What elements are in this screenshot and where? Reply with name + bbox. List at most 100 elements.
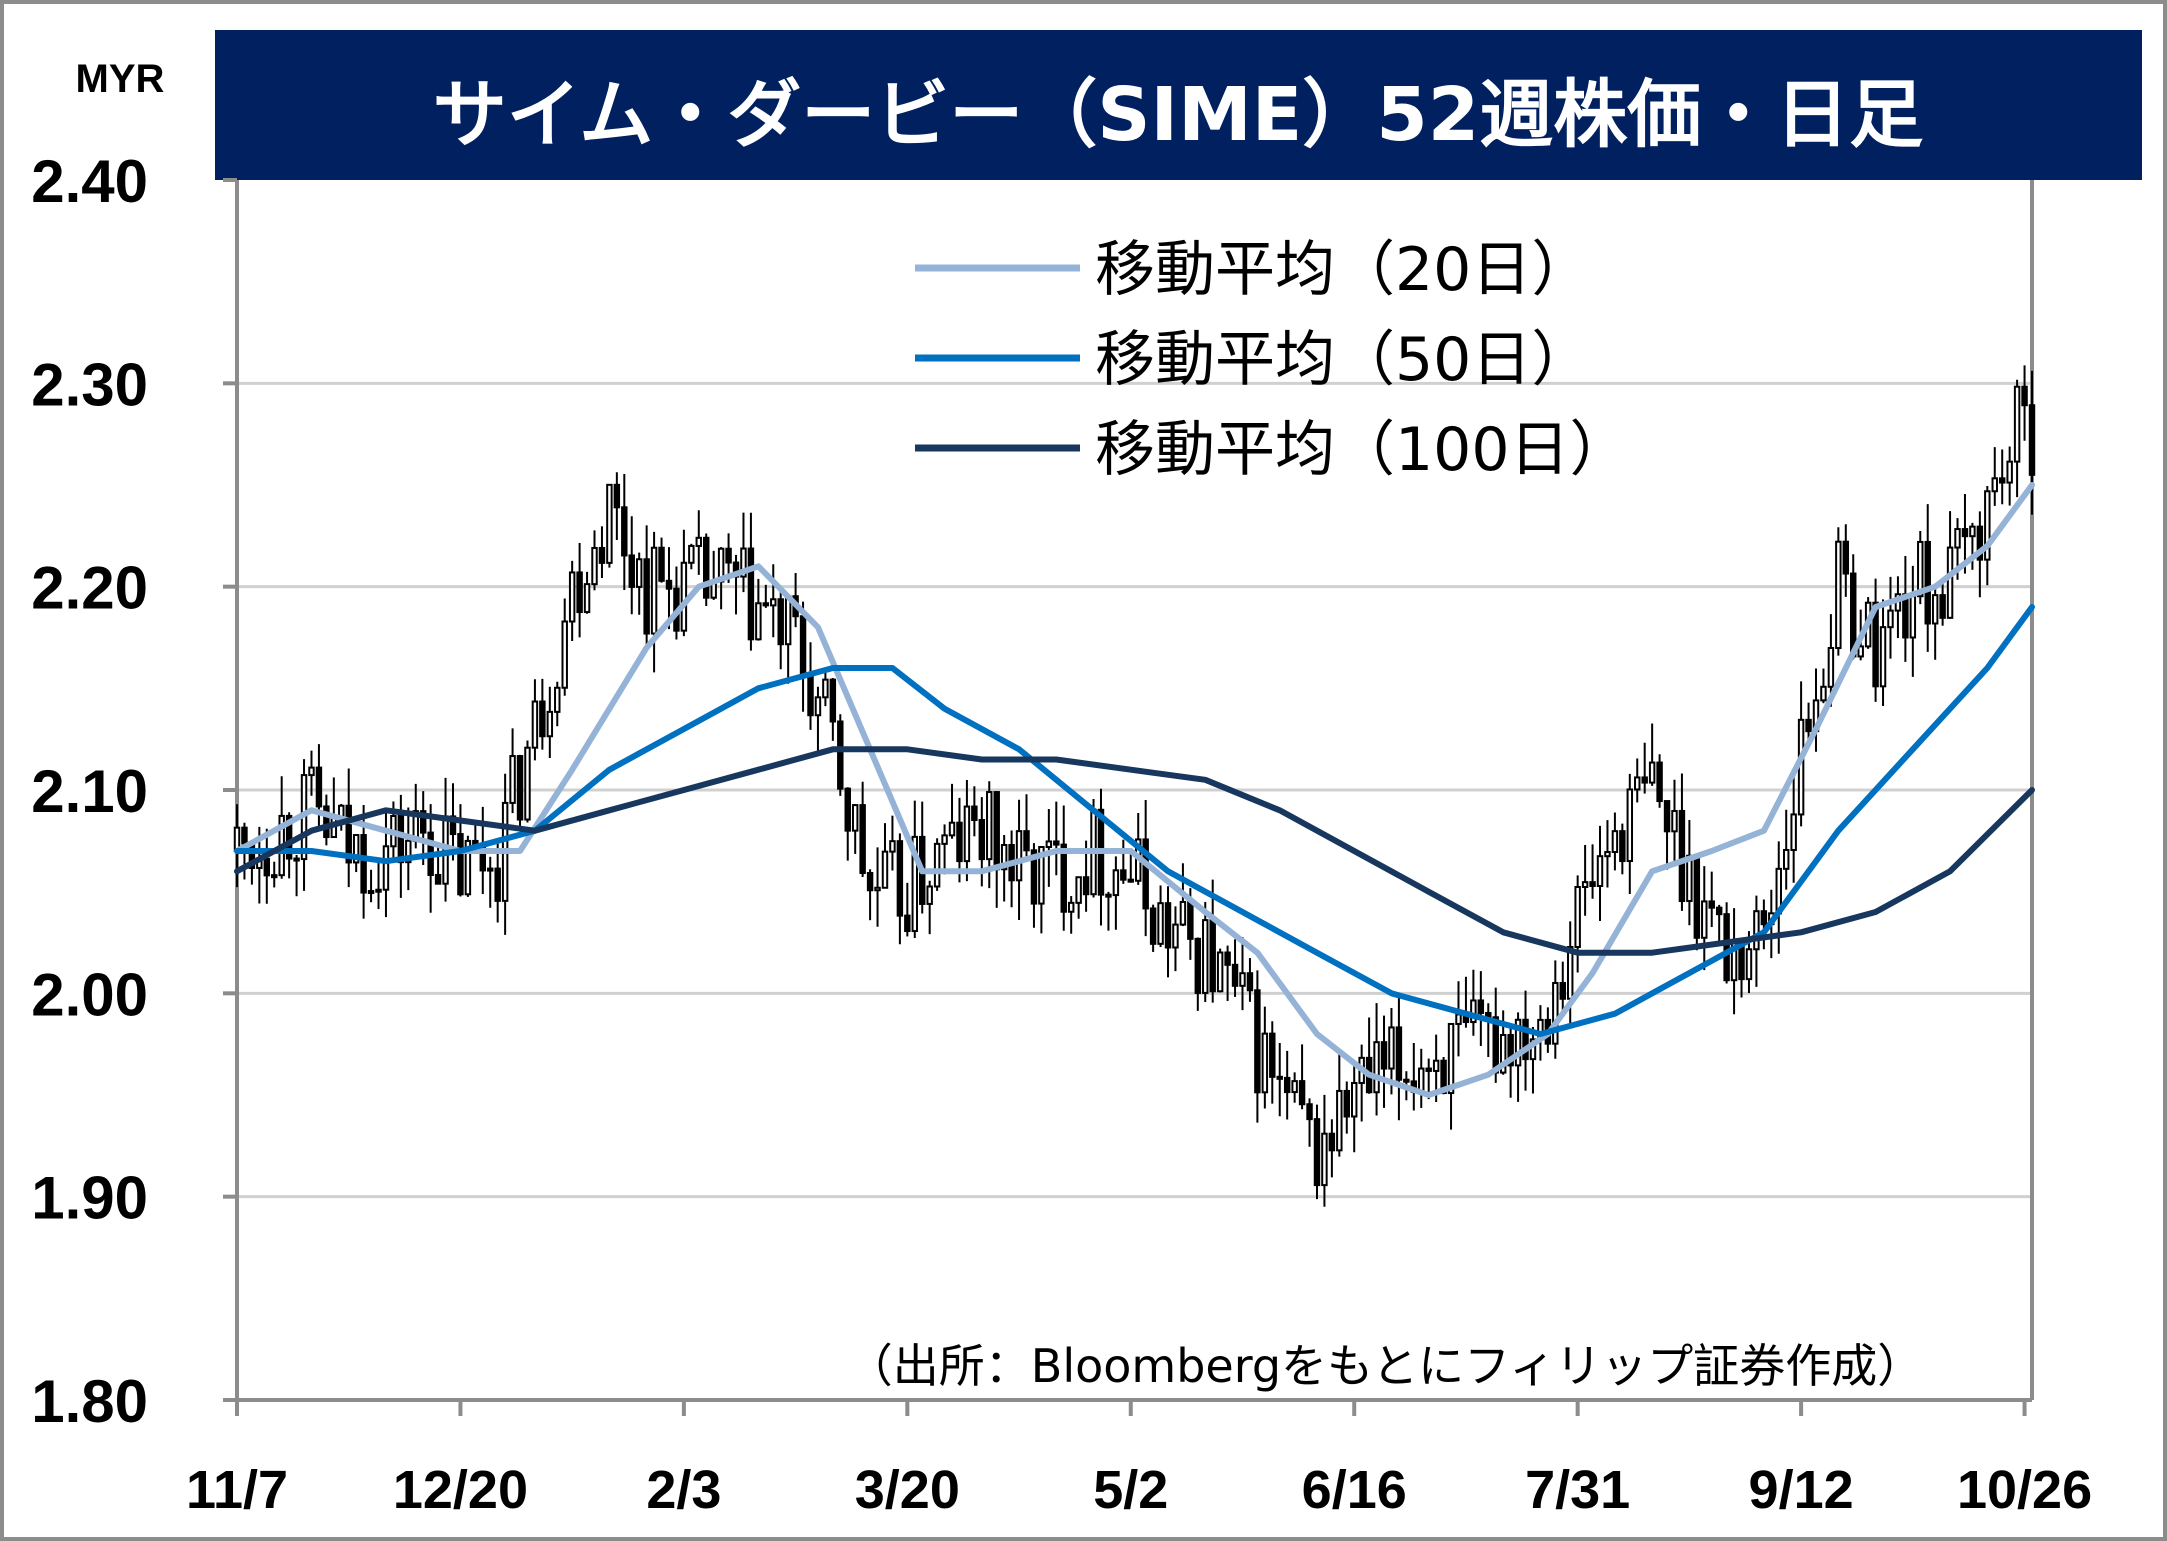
candle-down bbox=[1619, 830, 1626, 863]
candle-up bbox=[1172, 923, 1179, 949]
candle-down bbox=[1477, 999, 1485, 1014]
candle-down bbox=[1298, 1080, 1306, 1106]
candle-up bbox=[1566, 946, 1574, 1000]
candle-up bbox=[1321, 1132, 1328, 1187]
candle-down bbox=[1715, 906, 1723, 916]
candle-down bbox=[1805, 718, 1812, 733]
y-tick-labels: 2.40 2.30 2.20 2.10 2.00 1.90 1.80 bbox=[31, 148, 148, 1435]
candle-up bbox=[1857, 645, 1864, 658]
candle-up bbox=[874, 886, 881, 892]
candle-up bbox=[635, 558, 643, 588]
candle-up bbox=[740, 547, 747, 578]
candle-down bbox=[1283, 1076, 1291, 1094]
candle-up bbox=[963, 805, 971, 863]
candle-down bbox=[1269, 1032, 1276, 1078]
candle-up bbox=[911, 835, 919, 933]
candle-down bbox=[1030, 849, 1038, 905]
candle-down bbox=[539, 700, 546, 738]
candle-up bbox=[2006, 460, 2013, 484]
candle-up bbox=[1648, 761, 1656, 784]
candle-up bbox=[509, 755, 516, 804]
candle-up bbox=[1909, 595, 1917, 639]
candle-down bbox=[1425, 1067, 1432, 1072]
candle-up bbox=[375, 888, 382, 893]
candle-up bbox=[531, 700, 539, 749]
candle-down bbox=[397, 814, 405, 864]
candle-down bbox=[1120, 869, 1127, 881]
candle-down bbox=[1254, 989, 1261, 1094]
candle-up bbox=[405, 839, 412, 864]
candle-down bbox=[1522, 1018, 1529, 1061]
candle-up bbox=[271, 874, 278, 879]
candle-up bbox=[583, 583, 591, 614]
candle-up bbox=[986, 791, 993, 861]
candle-down bbox=[1760, 910, 1768, 926]
ma-line-ma20 bbox=[234, 482, 2035, 1098]
candle-up bbox=[1946, 546, 1954, 619]
candle-up bbox=[1038, 845, 1045, 905]
candle-up bbox=[1604, 851, 1611, 858]
candle-down bbox=[241, 826, 248, 845]
candle-up bbox=[1634, 776, 1641, 791]
candle-up bbox=[851, 804, 859, 832]
candle-down bbox=[576, 571, 583, 614]
candle-down bbox=[1924, 540, 1931, 625]
candle-down bbox=[1693, 854, 1701, 939]
y-tick-label: 2.30 bbox=[31, 351, 148, 418]
candle-down bbox=[2021, 385, 2028, 407]
candle-down bbox=[1842, 540, 1850, 575]
candle-up bbox=[1671, 809, 1678, 833]
x-tick-label: 6/16 bbox=[1302, 1460, 1407, 1520]
y-tick-label: 2.40 bbox=[31, 148, 148, 215]
candle-up bbox=[1432, 1059, 1440, 1072]
x-tick-labels: 11/7 12/20 2/3 3/20 5/2 6/16 7/31 9/12 10/26 bbox=[186, 1460, 2092, 1520]
legend-label-ma100: 移動平均（100日） bbox=[1095, 415, 1630, 485]
candle-up bbox=[1045, 840, 1053, 848]
candle-down bbox=[613, 483, 621, 509]
candle-down bbox=[1976, 525, 1984, 561]
x-tick-label: 7/31 bbox=[1525, 1460, 1630, 1520]
candle-up bbox=[2013, 385, 2021, 463]
x-tick-label: 3/20 bbox=[855, 1460, 960, 1520]
candle-down bbox=[628, 554, 635, 588]
candle-down bbox=[1224, 951, 1231, 966]
candle-down bbox=[516, 755, 524, 821]
candle-down bbox=[725, 547, 732, 564]
candle-down bbox=[1246, 972, 1254, 992]
candle-down bbox=[1872, 601, 1879, 688]
candle-up bbox=[889, 840, 896, 853]
candle-down bbox=[1589, 881, 1596, 887]
candle-up bbox=[1291, 1080, 1298, 1094]
x-tick-label: 2/3 bbox=[646, 1460, 721, 1520]
candle-up bbox=[1969, 525, 1976, 538]
candle-up bbox=[784, 595, 792, 646]
candle-down bbox=[1187, 900, 1194, 940]
candle-up bbox=[308, 766, 315, 777]
candle-up bbox=[1879, 626, 1887, 688]
candle-down bbox=[2028, 404, 2036, 476]
candle-down bbox=[978, 819, 986, 861]
candle-down bbox=[844, 787, 851, 832]
candle-up bbox=[926, 885, 933, 905]
candle-down bbox=[323, 805, 330, 839]
candle-down bbox=[1060, 843, 1067, 913]
candle-up bbox=[1514, 1018, 1522, 1067]
candle-up bbox=[1388, 1026, 1395, 1070]
candle-down bbox=[904, 914, 911, 933]
source-note: （出所：Bloombergをもとにフィリップ証券作成） bbox=[847, 1339, 1923, 1393]
candle-up bbox=[1991, 477, 1998, 493]
candle-up bbox=[487, 867, 494, 872]
x-tick-label: 10/26 bbox=[1957, 1460, 2092, 1520]
candle-down bbox=[345, 804, 352, 864]
candle-up bbox=[1015, 830, 1023, 882]
y-tick-label: 1.80 bbox=[31, 1368, 148, 1435]
candle-down bbox=[665, 579, 673, 590]
candle-down bbox=[643, 558, 650, 635]
candle-up bbox=[1581, 881, 1589, 889]
legend-label-ma50: 移動平均（50日） bbox=[1095, 325, 1591, 395]
grid-lines bbox=[237, 381, 2032, 1199]
candle-up bbox=[561, 620, 568, 689]
candle-up bbox=[1261, 1032, 1269, 1094]
candle-up bbox=[1202, 919, 1209, 994]
